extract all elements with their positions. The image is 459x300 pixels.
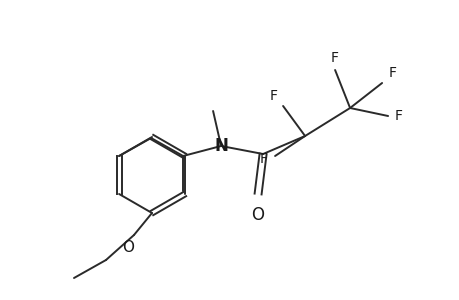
Text: F: F [330,51,338,65]
Text: F: F [388,66,396,80]
Text: O: O [122,240,134,255]
Text: F: F [259,152,268,166]
Text: F: F [269,89,278,103]
Text: N: N [214,137,228,155]
Text: F: F [394,109,402,123]
Text: O: O [251,206,264,224]
